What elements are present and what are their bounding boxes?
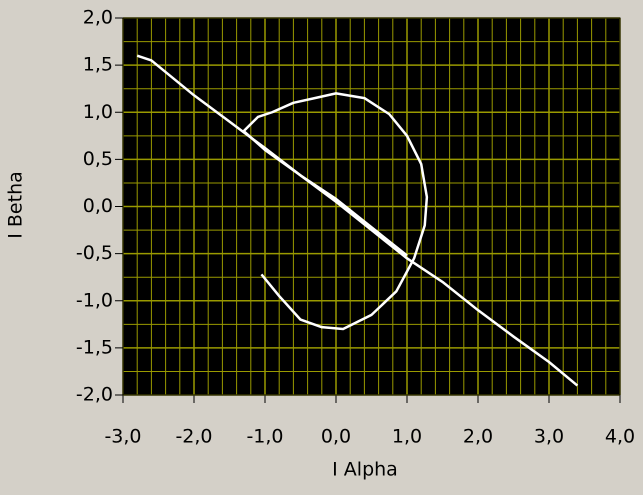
y-tick-label: 2,0	[83, 7, 113, 29]
x-tick-label: -1,0	[246, 426, 283, 448]
x-tick-label: 4,0	[605, 426, 635, 448]
y-tick-label: 1,0	[83, 101, 113, 123]
y-tick-label: -2,0	[76, 384, 113, 406]
y-tick-label: 0,5	[83, 148, 113, 170]
x-axis-title: I Alpha	[332, 459, 398, 481]
data-line	[242, 92, 429, 331]
x-tick-label: 0,0	[321, 426, 351, 448]
x-tick-label: -3,0	[104, 426, 141, 448]
plot-border	[122, 17, 621, 396]
y-tick-label: 0,0	[83, 195, 113, 217]
data-line	[136, 54, 579, 387]
x-tick-label: 3,0	[534, 426, 564, 448]
y-axis-title: I Betha	[5, 171, 27, 239]
x-tick-label: 1,0	[392, 426, 422, 448]
x-tick-label: 2,0	[463, 426, 493, 448]
y-tick-label: -0,5	[76, 242, 113, 264]
y-tick-label: -1,0	[76, 289, 113, 311]
y-tick-label: 1,5	[83, 54, 113, 76]
y-tick-label: -1,5	[76, 336, 113, 358]
x-tick-label: -2,0	[175, 426, 212, 448]
